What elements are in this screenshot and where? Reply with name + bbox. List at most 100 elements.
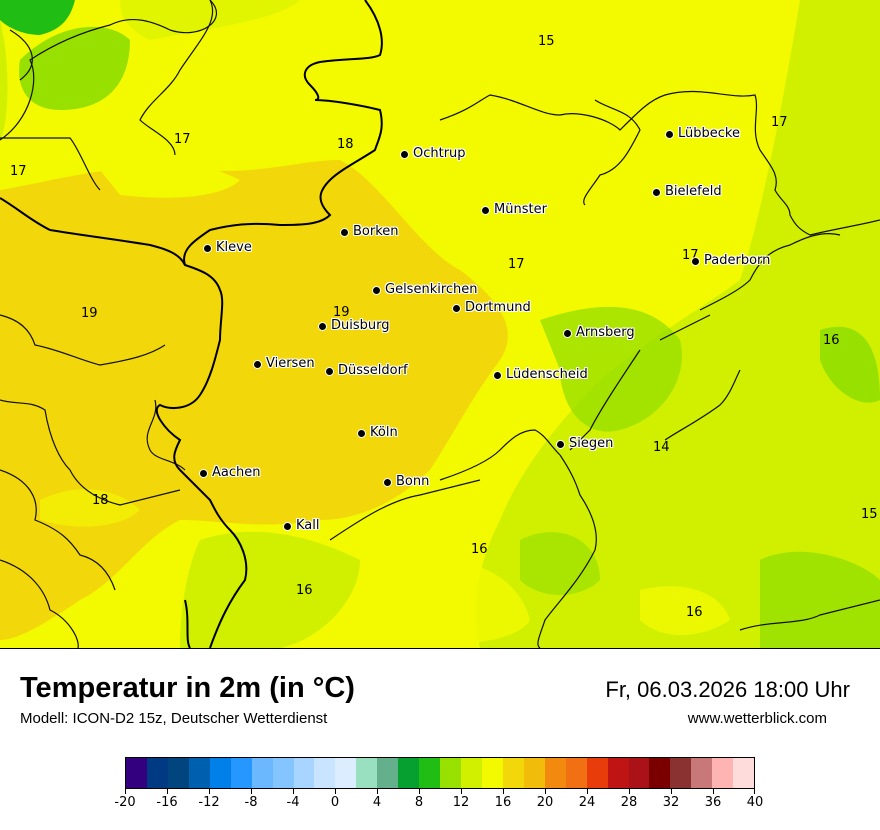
legend-color-segment — [188, 758, 210, 788]
legend-tick-mark — [503, 789, 504, 794]
legend-ticks: -20 -16 -12 -8 -4 0 4 8 12 16 20 24 28 32 36 40 — [114, 789, 763, 819]
legend-tick-mark — [335, 789, 336, 794]
city-marker: Bielefeld — [652, 185, 722, 199]
legend-color-segment — [691, 758, 713, 788]
city-label: Bielefeld — [665, 184, 722, 199]
legend-tick-label: 28 — [620, 795, 638, 810]
legend-color-segment — [649, 758, 671, 788]
city-marker: Kall — [283, 519, 320, 533]
city-label: Duisburg — [331, 318, 390, 333]
temperature-value: 17 — [10, 164, 27, 179]
legend-tick-label: 24 — [578, 795, 596, 810]
legend-tick-mark — [629, 789, 630, 794]
city-marker: Duisburg — [318, 319, 390, 333]
model-source: Modell: ICON-D2 15z, Deutscher Wetterdie… — [20, 710, 328, 727]
city-marker: Arnsberg — [563, 326, 635, 340]
city-marker: Borken — [340, 225, 399, 239]
city-label: Aachen — [212, 465, 261, 480]
legend-color-segment — [628, 758, 650, 788]
city-marker: Kleve — [203, 241, 252, 255]
city-label: Kleve — [216, 240, 252, 255]
city-label: Viersen — [266, 356, 315, 371]
legend-color-segment — [712, 758, 734, 788]
legend-tick-label: -4 — [286, 795, 300, 810]
city-marker: Aachen — [199, 466, 260, 480]
legend-tick-label: -8 — [244, 795, 258, 810]
city-dot-icon — [652, 187, 661, 197]
legend-tick-label: -20 — [114, 795, 136, 810]
legend-tick-label: 32 — [662, 795, 680, 810]
city-label: Ochtrup — [413, 146, 466, 161]
legend-color-segment — [230, 758, 252, 788]
city-dot-icon — [283, 521, 292, 531]
city-marker: Köln — [357, 426, 398, 440]
color-legend — [125, 757, 755, 789]
legend-tick-label: 8 — [414, 795, 424, 810]
legend-color-segment — [167, 758, 189, 788]
legend-tick-label: -12 — [198, 795, 220, 810]
temperature-value: 16 — [296, 583, 313, 598]
city-dot-icon — [481, 205, 490, 215]
temperature-value: 18 — [337, 137, 354, 152]
city-dot-icon — [563, 328, 572, 338]
legend-tick-mark — [461, 789, 462, 794]
legend-color-segment — [733, 758, 755, 788]
legend-tick-mark — [293, 789, 294, 794]
legend-tick-label: -16 — [156, 795, 178, 810]
legend-color-segment — [607, 758, 629, 788]
temperature-value: 14 — [653, 440, 670, 455]
legend-tick-mark — [251, 789, 252, 794]
website-link[interactable]: www.wetterblick.com — [687, 710, 827, 727]
temperature-value: 18 — [92, 493, 109, 508]
legend-tick-mark — [167, 789, 168, 794]
legend-tick-mark — [545, 789, 546, 794]
city-marker: Siegen — [556, 437, 613, 451]
legend-color-segment — [209, 758, 231, 788]
legend-tick-mark — [671, 789, 672, 794]
map-field — [0, 0, 880, 648]
city-marker: Ochtrup — [400, 147, 466, 161]
legend-tick-mark — [125, 789, 126, 794]
legend-color-segment — [272, 758, 294, 788]
temperature-value: 15 — [538, 34, 555, 49]
city-dot-icon — [556, 439, 565, 449]
city-marker: Münster — [481, 203, 547, 217]
temperature-value: 16 — [823, 333, 840, 348]
temperature-value: 16 — [471, 542, 488, 557]
temperature-value: 17 — [174, 132, 191, 147]
city-label: Arnsberg — [576, 325, 635, 340]
legend-color-segment — [670, 758, 692, 788]
city-label: Dortmund — [465, 300, 531, 315]
legend-color-segment — [314, 758, 336, 788]
city-dot-icon — [325, 366, 334, 376]
temperature-value: 19 — [333, 305, 350, 320]
temperature-value: 16 — [686, 605, 703, 620]
city-marker: Bonn — [383, 475, 429, 489]
city-marker: Lübbecke — [665, 127, 740, 141]
city-marker: Viersen — [253, 357, 315, 371]
legend-color-segment — [440, 758, 461, 788]
legend-tick-label: 12 — [452, 795, 470, 810]
legend-color-segment — [126, 758, 147, 788]
city-dot-icon — [400, 149, 409, 159]
city-dot-icon — [199, 468, 208, 478]
temperature-value: 15 — [861, 507, 878, 522]
legend-tick-label: 4 — [372, 795, 382, 810]
city-dot-icon — [452, 303, 461, 313]
city-marker: Dortmund — [452, 301, 531, 315]
city-label: Borken — [353, 224, 399, 239]
city-marker: Lüdenscheid — [493, 368, 588, 382]
legend-color-segment — [251, 758, 273, 788]
legend-tick-label: 0 — [330, 795, 340, 810]
legend-tick-mark — [419, 789, 420, 794]
legend-tick-label: 16 — [494, 795, 512, 810]
city-label: Kall — [296, 518, 320, 533]
city-label: Bonn — [396, 474, 430, 489]
legend-color-segment — [586, 758, 608, 788]
city-dot-icon — [340, 227, 349, 237]
temperature-value: 19 — [81, 306, 98, 321]
city-label: Düsseldorf — [338, 363, 408, 378]
city-label: Münster — [494, 202, 547, 217]
city-dot-icon — [493, 370, 502, 380]
city-marker: Düsseldorf — [325, 364, 408, 378]
